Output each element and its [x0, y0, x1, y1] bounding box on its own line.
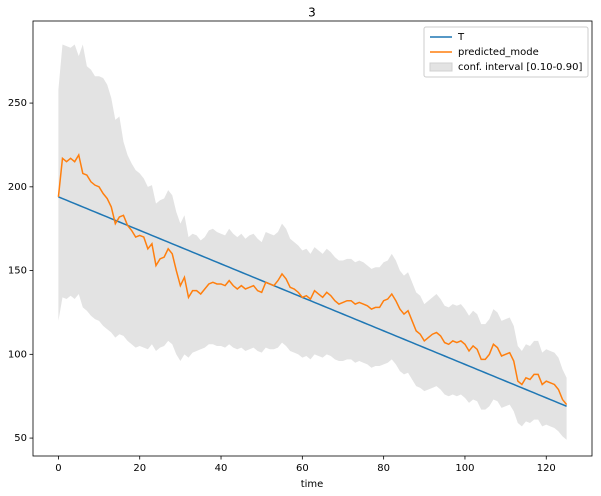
- legend-label: predicted_mode: [458, 47, 539, 58]
- confidence-band: [58, 44, 567, 440]
- legend-swatch: [429, 62, 453, 72]
- legend-box: [423, 26, 589, 78]
- legend-label: conf. interval [0.10-0.90]: [458, 62, 582, 73]
- x-tick-label: 100: [455, 463, 474, 474]
- legend-label: T: [457, 32, 465, 43]
- chart-title: 3: [308, 6, 316, 20]
- y-tick-label: 50: [14, 433, 27, 444]
- x-axis-label: time: [301, 479, 324, 490]
- y-tick-label: 100: [8, 349, 27, 360]
- series-line: [58, 196, 567, 407]
- plot-frame: [32, 20, 593, 457]
- y-tick-label: 250: [8, 98, 27, 109]
- x-tick-label: 40: [215, 463, 228, 474]
- x-tick-label: 20: [133, 463, 146, 474]
- x-tick-label: 60: [296, 463, 309, 474]
- series-line: [57, 153, 568, 406]
- x-tick-label: 0: [55, 463, 61, 474]
- x-tick-label: 80: [377, 463, 390, 474]
- x-tick-label: 120: [537, 463, 556, 474]
- y-tick-label: 200: [8, 182, 27, 193]
- y-tick-label: 150: [8, 266, 27, 277]
